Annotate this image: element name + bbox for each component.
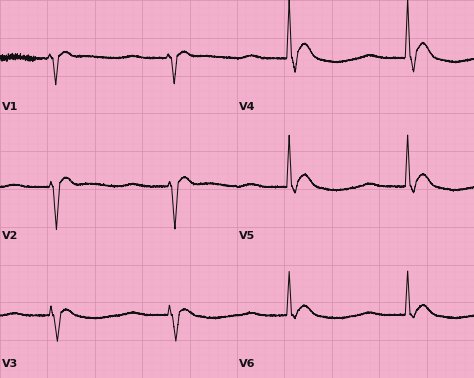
Text: V3: V3 — [2, 359, 18, 369]
Text: V6: V6 — [239, 359, 256, 369]
Text: V5: V5 — [239, 231, 255, 240]
Text: V2: V2 — [2, 231, 19, 240]
Text: V4: V4 — [239, 102, 256, 112]
Text: V1: V1 — [2, 102, 19, 112]
